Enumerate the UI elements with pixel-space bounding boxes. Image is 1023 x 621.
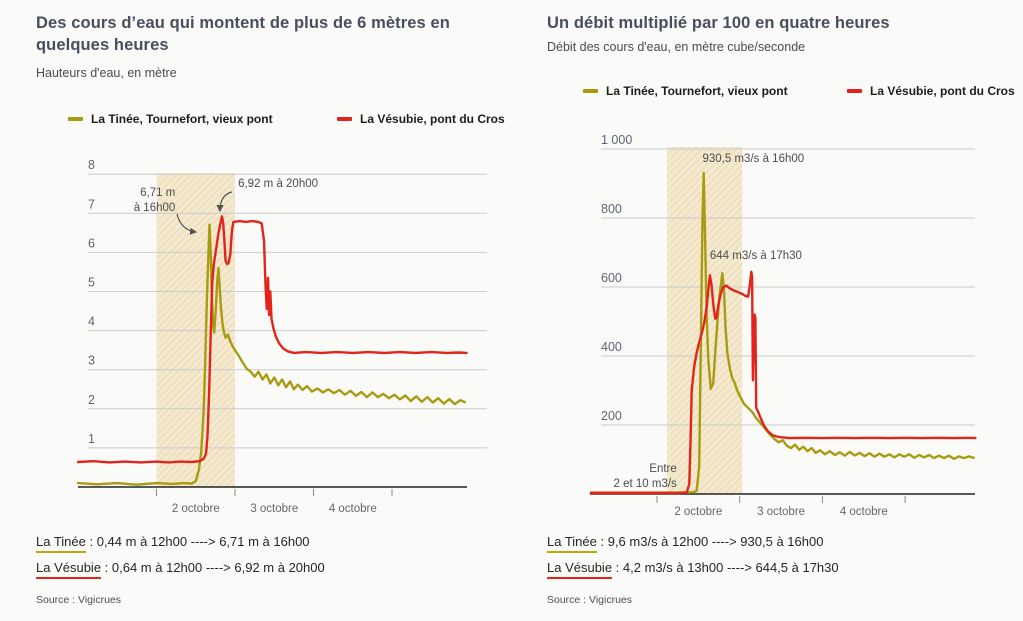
y-axis-label: 1 [88, 432, 95, 446]
x-axis-label: 2 octobre [172, 503, 220, 515]
caption-text: : 4,2 m3/s à 13h00 ----> 644,5 à 17h30 [612, 560, 839, 575]
y-axis-label: 200 [601, 409, 622, 423]
caption-text: : 0,64 m à 12h00 ----> 6,92 m à 20h00 [101, 560, 325, 575]
series-line-0 [589, 171, 975, 494]
caption-label: La Tinée [36, 534, 86, 553]
annotation: 930,5 m3/s à 16h00 [703, 153, 805, 165]
annotation: à 16h00 [134, 202, 176, 214]
y-axis-label: 400 [601, 340, 622, 354]
x-axis-label: 3 octobre [757, 506, 805, 518]
y-axis-label: 7 [88, 197, 95, 211]
chart-title-right: Un débit multiplié par 100 en quatre heu… [547, 14, 890, 32]
legend-swatch-olive [68, 117, 83, 121]
y-axis-label: 4 [88, 315, 95, 329]
x-axis-label: 4 octobre [329, 503, 377, 515]
x-axis-label: 4 octobre [840, 506, 888, 518]
chart-svg-right: 200 400 600 800 1 000 2 octobre 3 octobre 4 oct… [589, 133, 977, 518]
caption-label: La Tinée [547, 534, 597, 553]
legend-item-la-vesubie-left: La Vésubie, pont du Cros [337, 112, 505, 126]
legend-item-la-tinee-left: La Tinée, Tournefort, vieux pont [68, 112, 273, 126]
annotation: 6,92 m à 20h00 [238, 178, 318, 190]
y-axis-label: 800 [601, 202, 622, 216]
legend-label-la-tinee: La Tinée, Tournefort, vieux pont [606, 84, 788, 98]
caption-la-vesubie-left: La Vésubie : 0,64 m à 12h00 ----> 6,92 m… [36, 560, 325, 579]
legend-label-la-vesubie: La Vésubie, pont du Cros [360, 112, 505, 126]
source-left: Source : Vigicrues [36, 594, 122, 606]
y-axis-label: 600 [601, 271, 622, 285]
series-line-1 [589, 270, 977, 495]
y-axis-label: 1 000 [601, 133, 632, 147]
annotation: 6,71 m [140, 187, 175, 199]
caption-la-tinee-right: La Tinée : 9,6 m3/s à 12h00 ----> 930,5 … [547, 534, 824, 553]
series-line-1 [76, 215, 468, 464]
y-axis-label: 3 [88, 354, 95, 368]
legend-label-la-vesubie: La Vésubie, pont du Cros [870, 84, 1015, 98]
legend-swatch-red [337, 117, 352, 121]
highlight-band [156, 173, 235, 487]
annotation: Entre [649, 463, 677, 475]
legend-swatch-olive [583, 89, 598, 93]
legend-swatch-red [847, 89, 862, 93]
series-line-0 [76, 223, 467, 486]
chart-subtitle-right: Débit des cours d'eau, en mètre cube/sec… [547, 40, 806, 54]
caption-text: : 9,6 m3/s à 12h00 ----> 930,5 à 16h00 [596, 534, 824, 549]
caption-la-vesubie-right: La Vésubie : 4,2 m3/s à 13h00 ----> 644,… [547, 560, 839, 579]
y-axis-label: 5 [88, 276, 95, 290]
caption-label: La Vésubie [36, 560, 102, 579]
y-axis-label: 8 [88, 158, 95, 172]
legend-item-la-tinee-right: La Tinée, Tournefort, vieux pont [583, 84, 788, 98]
x-axis-label: 3 octobre [250, 503, 298, 515]
caption-label: La Vésubie [547, 560, 613, 579]
legend-label-la-tinee: La Tinée, Tournefort, vieux pont [91, 112, 273, 126]
chart-svg-left: 1 2 3 4 5 6 7 8 2 octobre 3 octobre 4 octobre 6,71 … [76, 158, 487, 515]
annotation: 2 et 10 m3/s [614, 478, 678, 490]
chart-subtitle-left: Hauteurs d'eau, en mètre [36, 66, 177, 80]
x-axis-label: 2 octobre [674, 506, 722, 518]
annotation-arrow [216, 191, 233, 213]
caption-la-tinee-left: La Tinée : 0,44 m à 12h00 ----> 6,71 m à… [36, 534, 310, 553]
caption-text: : 0,44 m à 12h00 ----> 6,71 m à 16h00 [85, 534, 310, 549]
y-axis-label: 6 [88, 236, 95, 250]
legend-item-la-vesubie-right: La Vésubie, pont du Cros [847, 84, 1015, 98]
y-axis-label: 2 [88, 393, 95, 407]
source-right: Source : Vigicrues [547, 594, 633, 606]
annotation-arrow [176, 213, 198, 235]
chart-title-left: Des cours d’eau qui montent de plus de 6… [36, 14, 450, 54]
annotation: 644 m3/s à 17h30 [710, 250, 802, 262]
